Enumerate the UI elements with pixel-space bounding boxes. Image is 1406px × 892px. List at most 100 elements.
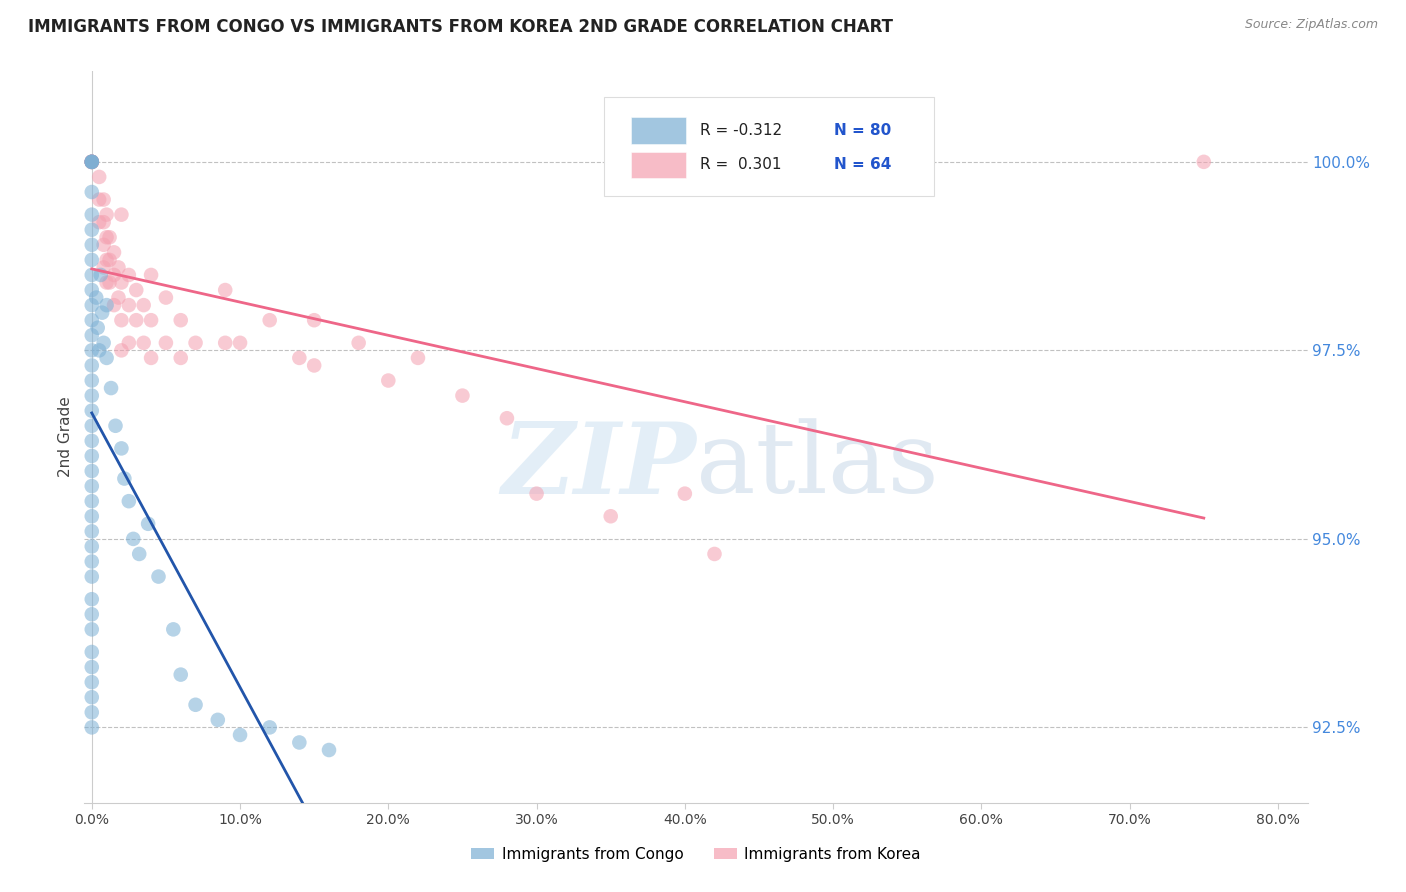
Point [118,298,141,312]
Point [80,154,103,169]
Point [80,374,103,388]
Point [347,335,370,350]
Point [139,268,162,282]
Point [122,532,145,546]
Point [80,690,103,705]
Point [103,298,125,312]
Text: R = -0.312: R = -0.312 [700,123,782,138]
Point [80,154,103,169]
Point [86,320,108,334]
Point [80,154,103,169]
FancyBboxPatch shape [631,118,686,144]
Point [89,343,111,358]
Point [496,411,519,425]
Text: IMMIGRANTS FROM CONGO VS IMMIGRANTS FROM KOREA 2ND GRADE CORRELATION CHART: IMMIGRANTS FROM CONGO VS IMMIGRANTS FROM… [28,18,893,36]
Point [170,667,193,681]
Point [80,720,103,734]
Point [80,283,103,297]
Point [80,298,103,312]
Text: atlas: atlas [696,418,939,514]
Point [1192,154,1215,169]
Point [80,449,103,463]
Point [80,359,103,373]
Point [80,252,103,267]
Point [80,268,103,282]
Point [80,154,103,169]
Point [155,335,177,350]
Point [93,193,115,207]
Point [80,223,103,237]
Point [80,706,103,720]
Point [184,698,207,712]
Point [96,351,118,365]
Point [128,547,150,561]
Point [96,230,118,244]
Point [80,154,103,169]
Point [93,335,115,350]
Point [136,516,159,531]
Point [96,208,118,222]
Point [89,215,111,229]
Point [80,540,103,554]
Y-axis label: 2nd Grade: 2nd Grade [58,397,73,477]
Text: N = 80: N = 80 [834,123,891,138]
Point [80,660,103,674]
Point [170,351,193,365]
Point [80,343,103,358]
Point [451,389,474,403]
Point [406,351,429,365]
Point [288,351,311,365]
Point [80,185,103,199]
FancyBboxPatch shape [631,152,686,178]
Point [93,237,115,252]
Point [80,328,103,343]
Point [100,381,122,395]
Point [80,524,103,539]
Point [80,464,103,478]
Point [103,268,125,282]
Point [80,434,103,448]
Point [214,283,236,297]
Point [93,215,115,229]
Text: Source: ZipAtlas.com: Source: ZipAtlas.com [1244,18,1378,31]
Point [80,154,103,169]
Point [90,268,112,282]
Point [80,418,103,433]
Point [703,547,725,561]
Point [132,298,155,312]
Point [139,351,162,365]
Point [229,335,252,350]
Point [132,335,155,350]
Point [288,735,311,749]
Point [80,623,103,637]
Legend: Immigrants from Congo, Immigrants from Korea: Immigrants from Congo, Immigrants from K… [465,841,927,868]
Point [139,313,162,327]
Point [80,154,103,169]
Point [80,389,103,403]
Point [80,592,103,607]
Point [96,252,118,267]
Point [673,486,696,500]
Point [80,554,103,568]
Point [80,154,103,169]
Point [207,713,229,727]
Point [80,569,103,583]
Point [229,728,252,742]
Point [259,720,281,734]
Text: N = 64: N = 64 [834,158,891,172]
Point [84,291,107,305]
Point [148,569,170,583]
Text: ZIP: ZIP [501,418,696,515]
Point [302,313,325,327]
Point [377,374,399,388]
Point [112,471,135,485]
Point [98,252,121,267]
Point [259,313,281,327]
Point [118,494,141,508]
Point [118,268,141,282]
Point [89,169,111,184]
Point [80,208,103,222]
Point [125,283,148,297]
Point [318,743,340,757]
Point [80,509,103,524]
